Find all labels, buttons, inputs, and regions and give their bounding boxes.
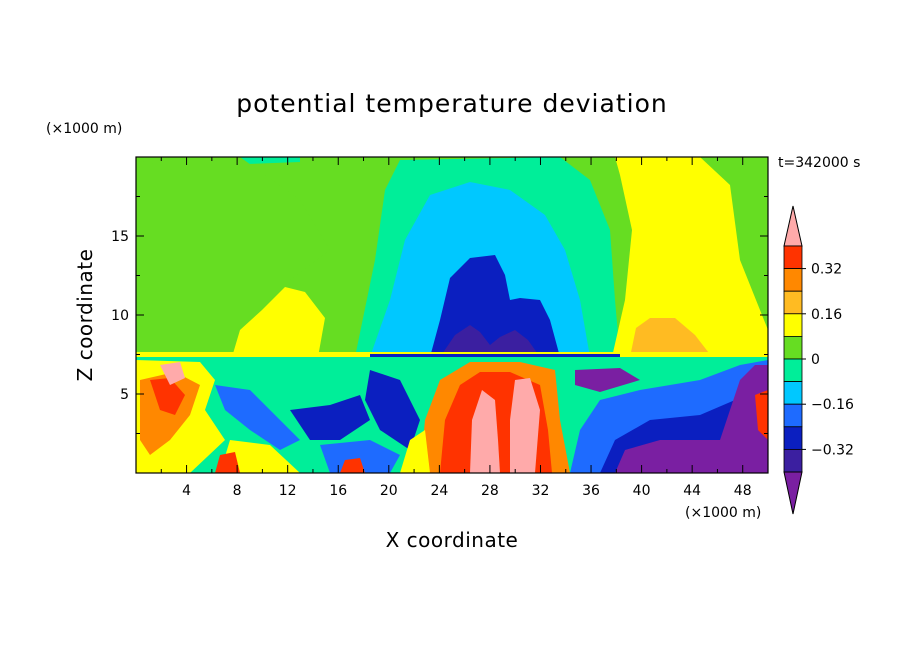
tropo-surface-red-1 (340, 458, 365, 473)
tropo-blue-swirl-4 (365, 370, 420, 450)
x-tick-label: 44 (683, 483, 701, 499)
contour-cold-dome-core (440, 325, 540, 357)
y-unit-label: (×1000 m) (46, 121, 122, 137)
colorbar-swatch (783, 335, 803, 360)
colorbar-swatch (783, 245, 803, 270)
contour-yellow-east (612, 157, 768, 357)
chart-title: potential temperature deviation (236, 89, 667, 118)
colorbar-swatch (783, 268, 803, 292)
x-tick-label: 8 (233, 483, 242, 499)
colorbar-tick-label: 0.32 (811, 262, 842, 278)
colorbar-swatch (783, 426, 803, 450)
colorbar-extend-low (783, 471, 803, 515)
contour-left-strip (136, 160, 230, 357)
colorbar-swatch (783, 313, 803, 337)
x-tick-label: 20 (380, 483, 398, 499)
plot-area (136, 157, 768, 473)
contour-orange-east (630, 318, 712, 357)
tropo-surface-red-2 (215, 452, 240, 473)
tropo-east-purple-band (575, 368, 640, 392)
colorbar-tick-label: −0.16 (811, 397, 854, 413)
tropo-plume-pink-2 (510, 378, 540, 473)
colorbar-tick-label: −0.32 (811, 442, 854, 458)
tropo-west-red (150, 378, 185, 415)
tropo-blue-swirl-1 (215, 385, 300, 450)
y-tick-label: 15 (111, 229, 129, 245)
x-tick-label: 4 (182, 483, 191, 499)
colorbar-swatch (783, 448, 803, 473)
y-tick-label: 10 (111, 308, 129, 324)
colorbar-swatch (783, 403, 803, 428)
colorbar-extend-high (783, 205, 803, 247)
x-axis-label: X coordinate (386, 528, 519, 552)
y-tick-label: 5 (120, 387, 129, 403)
tropo-east-purple (615, 365, 768, 473)
colorbar-swatch (783, 381, 803, 405)
tropo-blue-swirl-3 (320, 440, 400, 473)
tropo-west-pink (160, 362, 185, 385)
x-tick-label: 28 (481, 483, 499, 499)
x-axis: 4 8 12 16 20 24 28 32 36 40 44 48 (160, 157, 752, 499)
y-axis-label: Z coordinate (73, 249, 97, 382)
colorbar-swatch (783, 290, 803, 315)
tropo-east-right-red (755, 390, 768, 440)
time-label: t=342000 s (778, 155, 860, 171)
contour-east-green-right (740, 157, 768, 300)
x-tick-label: 32 (532, 483, 550, 499)
colorbar-tick-label: 0 (811, 352, 820, 368)
x-tick-label: 12 (279, 483, 297, 499)
x-tick-label: 48 (734, 483, 752, 499)
x-unit-label: (×1000 m) (685, 505, 761, 521)
x-tick-label: 36 (582, 483, 600, 499)
tropo-plume-pink-1 (470, 390, 500, 473)
x-tick-label: 24 (430, 483, 448, 499)
contour-yellow-lobe-west (232, 287, 325, 357)
tropo-plume-yellow-west (400, 430, 430, 473)
x-tick-label: 16 (329, 483, 347, 499)
tropo-blue-swirl-2 (290, 395, 370, 440)
tropopause-cold-band (370, 354, 620, 358)
colorbar: 0.32 0.16 0 −0.16 −0.32 (783, 205, 854, 515)
tropo-yellow-1 (220, 440, 300, 473)
x-tick-label: 40 (633, 483, 651, 499)
colorbar-tick-label: 0.16 (811, 307, 842, 323)
y-axis: 5 10 15 (111, 196, 768, 434)
colorbar-swatch (783, 358, 803, 383)
